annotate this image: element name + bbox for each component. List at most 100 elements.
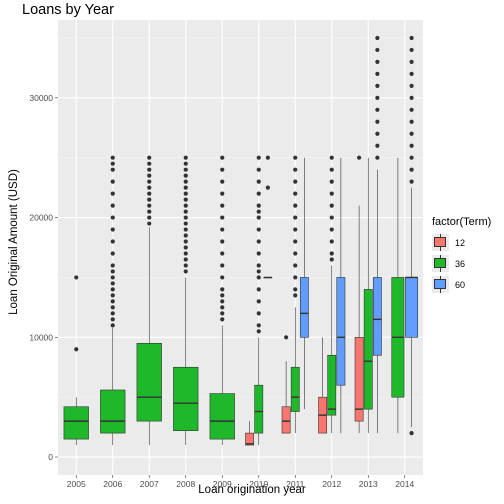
legend-item-60: 60 [432, 274, 491, 295]
outlier-point [110, 239, 115, 244]
outlier-point [256, 227, 261, 232]
outlier-point [256, 203, 261, 208]
x-tick-label: 2011 [286, 479, 305, 489]
legend-key-60 [432, 276, 449, 293]
outlier-point [110, 311, 115, 316]
outlier-point [329, 227, 334, 232]
outlier-point [409, 167, 414, 172]
outlier-point [220, 215, 225, 220]
box-iqr [173, 366, 199, 431]
outlier-point [329, 251, 334, 256]
box-iqr [254, 384, 264, 434]
outlier-point [293, 167, 298, 172]
outlier-point [220, 263, 225, 268]
legend: factor(Term) 12 36 60 [432, 216, 491, 295]
outlier-point [183, 179, 188, 184]
outlier-point [409, 430, 414, 436]
outlier-point [147, 155, 152, 160]
outlier-point [329, 215, 334, 220]
legend-swatch-12 [434, 237, 446, 247]
outlier-point [293, 263, 298, 268]
outlier-point [147, 209, 152, 214]
outlier-point [110, 305, 115, 310]
y-tick-label: 0 [48, 452, 53, 462]
legend-swatch-36 [434, 258, 446, 268]
box-2006-term-36 [100, 155, 126, 446]
legend-title: factor(Term) [432, 216, 492, 228]
outlier-point [110, 227, 115, 232]
y-tick-label: 10000 [29, 332, 53, 342]
box-iqr [100, 389, 126, 434]
box-2009-term-36 [209, 155, 235, 446]
outlier-point [375, 59, 380, 65]
outlier-point [110, 215, 115, 220]
legend-label-60: 60 [455, 279, 466, 290]
outlier-point [329, 239, 334, 244]
outlier-point [375, 131, 380, 136]
outlier-point [183, 269, 188, 274]
box-2007-term-36 [136, 155, 162, 446]
box-2013-term-60 [372, 35, 382, 434]
box-2014-term-36 [391, 157, 405, 434]
outlier-point [110, 203, 115, 208]
outlier-point [293, 191, 298, 196]
outlier-point [183, 245, 188, 250]
x-tick-label: 2014 [395, 479, 414, 489]
outlier-point [147, 179, 152, 184]
outlier-point [409, 131, 414, 136]
box-iqr [136, 342, 162, 422]
legend-swatch-60 [434, 279, 446, 289]
box-layer [63, 35, 419, 446]
outlier-point [183, 173, 188, 178]
outlier-point [183, 251, 188, 256]
box-iqr [336, 277, 346, 386]
outlier-point [220, 227, 225, 232]
outlier-point [375, 47, 380, 53]
outlier-point [256, 269, 261, 274]
outlier-point [409, 35, 414, 41]
outlier-point [375, 35, 380, 41]
outlier-point [375, 83, 380, 88]
outlier-point [110, 191, 115, 196]
outlier-point [110, 251, 115, 256]
outlier-point [256, 191, 261, 196]
box-iqr [245, 432, 255, 446]
outlier-point [110, 323, 115, 328]
outlier-point [256, 323, 261, 328]
outlier-point [110, 317, 115, 322]
box-2010-term-60 [263, 155, 273, 279]
box-2011-term-36 [290, 155, 300, 434]
outlier-point [220, 239, 225, 244]
outlier-point [265, 185, 270, 190]
outlier-point [183, 221, 188, 226]
outlier-point [110, 263, 115, 268]
outlier-point [220, 299, 225, 304]
y-tick-label: 20000 [29, 213, 53, 223]
outlier-point [256, 167, 261, 172]
legend-item-12: 12 [432, 232, 491, 253]
outlier-point [409, 179, 414, 184]
outlier-point [110, 179, 115, 184]
box-2012-term-36 [327, 155, 337, 434]
outlier-point [183, 215, 188, 220]
x-tick-label: 2007 [140, 479, 159, 489]
outlier-point [256, 287, 261, 292]
outlier-point [409, 71, 414, 76]
outlier-point [183, 155, 188, 160]
outlier-point [220, 275, 225, 280]
outlier-point [256, 275, 261, 280]
y-axis-label: Loan Original Amount (USD) [8, 169, 20, 315]
chart-title: Loans by Year [22, 2, 114, 18]
outlier-point [293, 293, 298, 298]
outlier-point [110, 293, 115, 298]
outlier-point [409, 95, 414, 100]
outlier-point [329, 155, 334, 160]
outlier-point [220, 203, 225, 208]
outlier-point [183, 161, 188, 166]
outlier-point [293, 203, 298, 208]
legend-item-36: 36 [432, 253, 491, 274]
axes: 0 10000 20000 30000 2005 2006 2007 2008 2009 2010… [29, 93, 414, 489]
outlier-point [220, 179, 225, 184]
outlier-point [329, 191, 334, 196]
outlier-point [147, 203, 152, 208]
